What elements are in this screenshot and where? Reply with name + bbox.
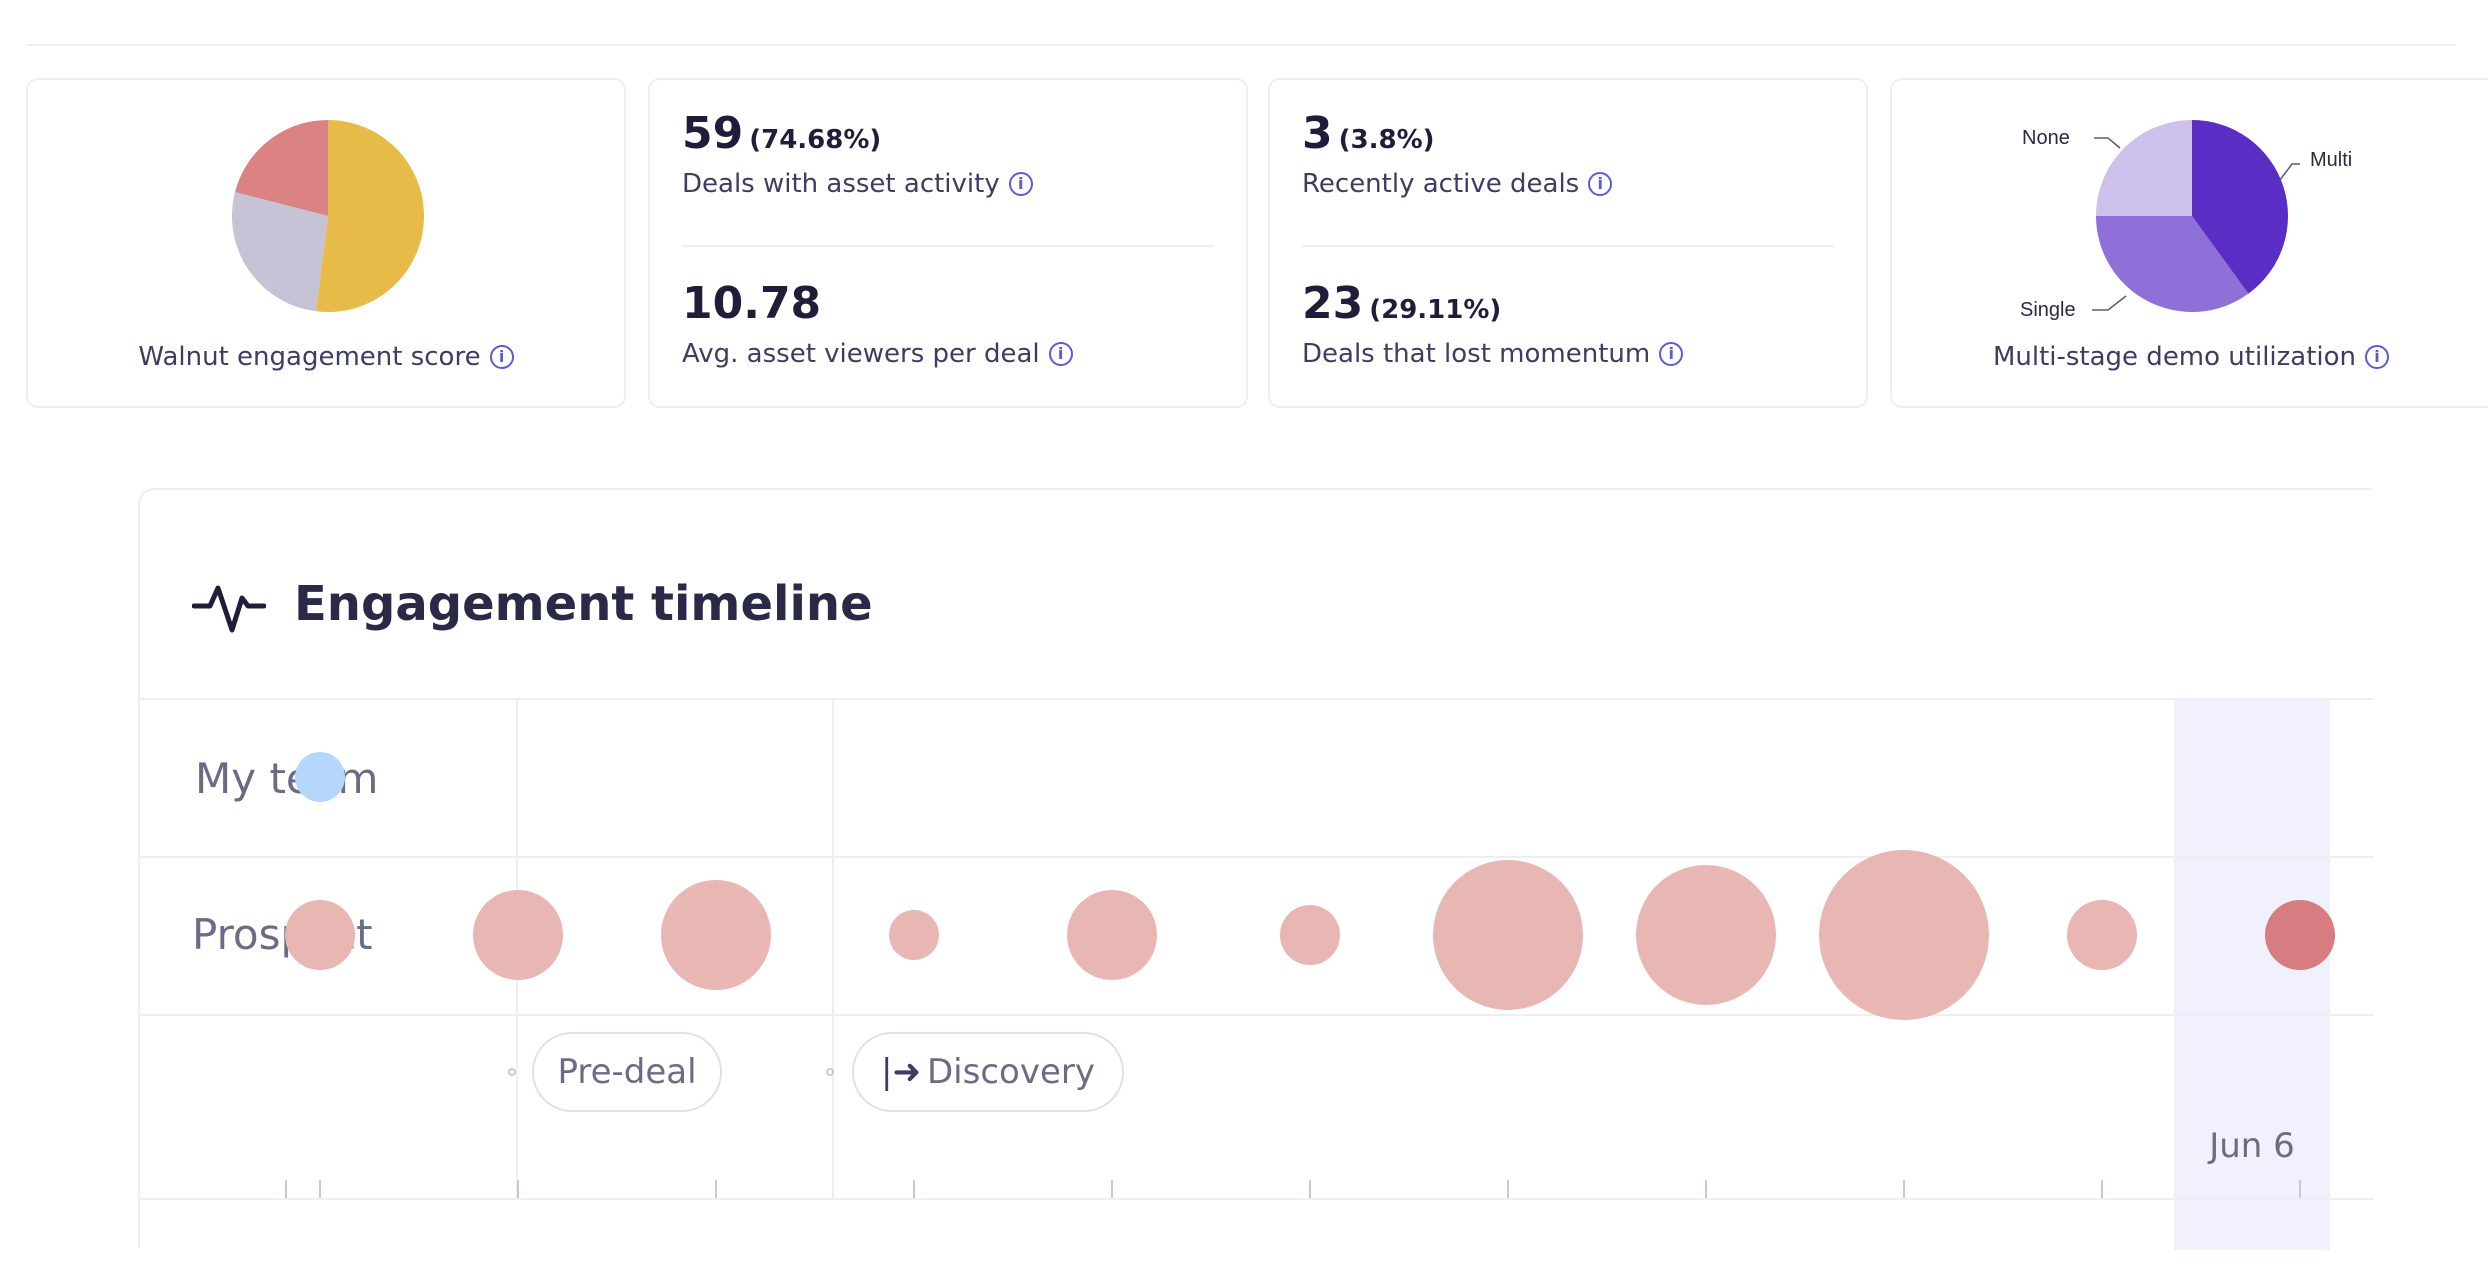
demo-slice-2[interactable] <box>2096 120 2192 216</box>
stage-predeal-label: Pre-deal <box>557 1052 697 1092</box>
prospect-event-bubble-0[interactable] <box>285 900 355 970</box>
avg-viewers-label: Avg. asset viewers per deal <box>682 339 1040 369</box>
timeline-bubbles <box>285 752 2335 1198</box>
prospect-event-bubble-2[interactable] <box>661 880 771 990</box>
deals-asset-label: Deals with asset activity <box>682 169 1000 199</box>
demo-slice-0[interactable] <box>2192 120 2288 294</box>
info-icon[interactable]: i <box>1659 342 1684 366</box>
axis-line <box>140 1198 2374 1200</box>
lost-momentum-percent: (29.11%) <box>1369 295 1502 325</box>
legend-multi-leader <box>2279 163 2300 181</box>
engagement-slice-1[interactable] <box>232 192 328 312</box>
info-icon[interactable]: i <box>1588 172 1613 196</box>
grid-line <box>140 698 2374 700</box>
deals-asset-percent: (74.68%) <box>749 125 882 155</box>
info-icon[interactable]: i <box>1008 172 1033 196</box>
lost-momentum-label: Deals that lost momentum <box>1302 339 1651 369</box>
legend-single-leader <box>2092 295 2127 311</box>
info-icon[interactable]: i <box>1048 342 1073 366</box>
prospect-event-bubble-10[interactable] <box>2265 900 2335 970</box>
stage-discovery-label: Discovery <box>926 1052 1095 1092</box>
demo-slice-1[interactable] <box>2096 216 2249 313</box>
engagement-slice-2[interactable] <box>235 120 328 216</box>
prospect-event-bubble-8[interactable] <box>1819 850 1989 1020</box>
legend-none-leader <box>2094 137 2121 149</box>
recently-active-percent: (3.8%) <box>1338 125 1435 155</box>
prospect-event-bubble-6[interactable] <box>1433 860 1583 1010</box>
stage-divider-discovery <box>832 698 834 1198</box>
grid-line <box>140 856 2374 858</box>
demo-utilization-card[interactable]: None Multi Single Multi-stage demo utili… <box>1890 78 2488 408</box>
deals-asset-metric: 59 (74.68%) Deals with asset activity i <box>682 108 1033 199</box>
engagement-score-label: Walnut engagement score i <box>28 342 624 372</box>
asset-activity-card[interactable]: 59 (74.68%) Deals with asset activity i 10… <box>648 78 1248 408</box>
engagement-timeline-panel: Engagement timeline My team Prospect Pre… <box>138 488 2374 1250</box>
lost-momentum-metric: 23 (29.11%) Deals that lost momentum i <box>1302 278 1684 369</box>
top-divider <box>26 44 2456 46</box>
recently-active-value: 3 <box>1302 108 1333 159</box>
legend-multi-label: Multi <box>2310 149 2352 171</box>
demo-utilization-text: Multi-stage demo utilization <box>1992 342 2357 372</box>
avg-viewers-metric: 10.78 Avg. asset viewers per deal i <box>682 278 1073 369</box>
card-divider <box>1302 245 1834 247</box>
active-deals-card[interactable]: 3 (3.8%) Recently active deals i 23 (29.11%… <box>1268 78 1868 408</box>
timeline-title-text: Engagement timeline <box>294 576 873 632</box>
prospect-event-bubble-4[interactable] <box>1067 890 1157 980</box>
info-icon[interactable]: i <box>2365 345 2390 369</box>
deals-asset-value: 59 <box>682 108 744 159</box>
row-label-my-team: My team <box>195 754 379 803</box>
prospect-event-bubble-3[interactable] <box>889 910 939 960</box>
current-date-highlight <box>2174 698 2330 1250</box>
legend-none-label: None <box>2022 127 2070 149</box>
engagement-slice-0[interactable] <box>315 120 424 312</box>
engagement-score-card[interactable]: Walnut engagement score i <box>26 78 626 408</box>
stage-pill-discovery[interactable]: |➜ Discovery <box>852 1032 1124 1112</box>
stage-pill-predeal[interactable]: Pre-deal <box>532 1032 722 1112</box>
recently-active-metric: 3 (3.8%) Recently active deals i <box>1302 108 1613 199</box>
prospect-event-bubble-1[interactable] <box>473 890 563 980</box>
stage-marker-dot <box>508 1068 516 1076</box>
recently-active-label: Recently active deals <box>1302 169 1580 199</box>
demo-utilization-pie: None Multi Single <box>2020 120 2352 321</box>
info-icon[interactable]: i <box>489 345 514 369</box>
prospect-event-bubble-7[interactable] <box>1636 865 1776 1005</box>
activity-pulse-icon <box>192 585 266 633</box>
timeline-title: Engagement timeline <box>192 570 873 638</box>
engagement-score-text: Walnut engagement score <box>138 342 481 372</box>
prospect-event-bubble-9[interactable] <box>2067 900 2137 970</box>
stage-marker-dot <box>826 1068 834 1076</box>
team-event-bubble-0[interactable] <box>295 752 345 802</box>
date-label-current: Jun 6 <box>2209 1126 2295 1166</box>
legend-single-label: Single <box>2020 299 2076 321</box>
engagement-score-pie <box>232 120 424 312</box>
demo-utilization-label: Multi-stage demo utilization i <box>1892 342 2488 372</box>
lost-momentum-value: 23 <box>1302 278 1364 329</box>
stage-entry-arrow-icon: |➜ <box>881 1052 921 1092</box>
card-divider <box>682 245 1214 247</box>
grid-line <box>140 1014 2374 1016</box>
avg-viewers-value: 10.78 <box>682 278 822 329</box>
prospect-event-bubble-5[interactable] <box>1280 905 1340 965</box>
